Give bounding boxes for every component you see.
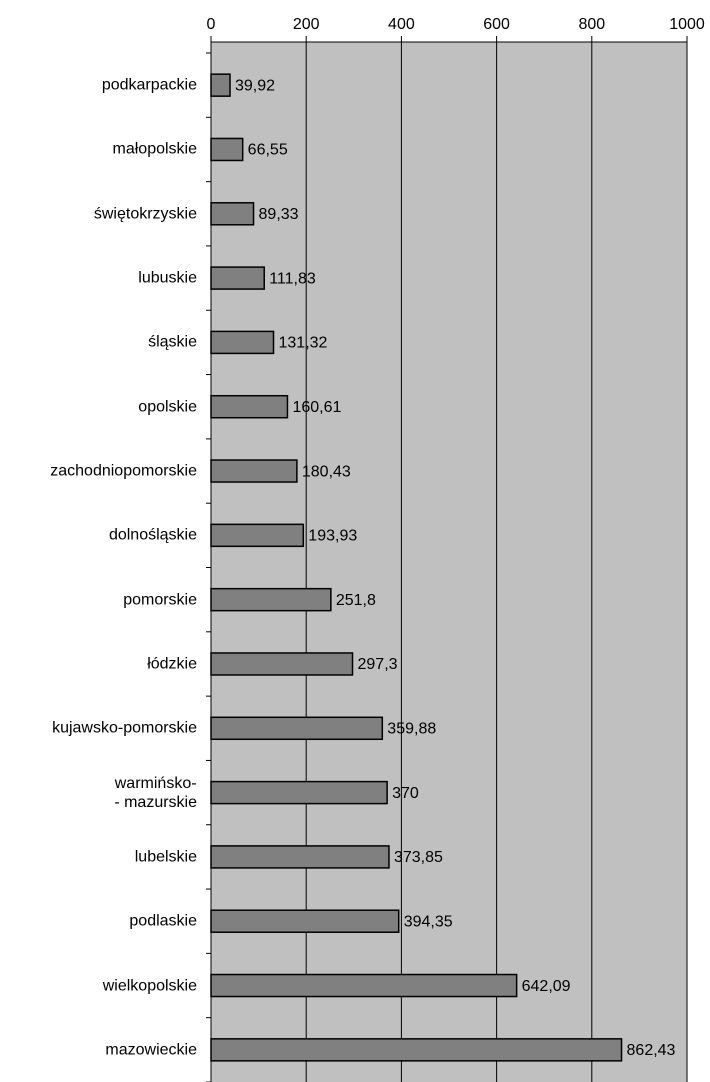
bar <box>210 459 298 483</box>
x-tick-label: 0 <box>207 16 216 33</box>
plot-background <box>211 42 687 1082</box>
value-label: 251,8 <box>336 592 376 609</box>
y-tick-label: kujawsko-pomorskie <box>52 719 197 737</box>
value-label: 39,92 <box>235 77 275 94</box>
value-label: 359,88 <box>387 721 436 738</box>
y-tick-label: podkarpackie <box>101 76 197 94</box>
y-tick-label: wielkopolskie <box>102 977 197 995</box>
value-label: 642,09 <box>522 978 571 995</box>
value-label: 180,43 <box>302 463 351 480</box>
x-tick-label: 600 <box>483 16 510 33</box>
value-label: 373,85 <box>394 849 443 866</box>
y-tick-label: łódzkie <box>147 655 197 673</box>
y-tick-label: warmińsko- - mazurskie <box>114 774 197 811</box>
bar <box>210 202 255 226</box>
value-label: 370 <box>392 785 419 802</box>
bar <box>210 137 244 162</box>
y-tick-label: lubuskie <box>138 269 197 287</box>
bar <box>210 845 390 869</box>
value-label: 89,33 <box>259 206 299 223</box>
value-label: 111,83 <box>269 270 316 287</box>
bar <box>210 523 305 548</box>
x-tick-label: 200 <box>293 16 320 33</box>
y-tick-label: mazowieckie <box>105 1041 197 1059</box>
y-tick-label: świętokrzyskie <box>93 205 197 223</box>
y-tick-label: opolskie <box>138 398 197 416</box>
y-tick-label: małopolskie <box>112 140 197 158</box>
x-tick-label: 800 <box>578 16 605 33</box>
x-tick-label: 1000 <box>669 16 705 33</box>
bar <box>210 652 354 676</box>
value-label: 297,3 <box>358 656 398 673</box>
value-label: 160,61 <box>292 399 341 416</box>
y-tick-label: zachodniopomorskie <box>50 462 197 480</box>
bar <box>210 587 332 612</box>
y-tick-label: śląskie <box>148 333 197 351</box>
bar <box>210 394 289 419</box>
bar <box>210 973 518 998</box>
y-tick-label: lubelskie <box>134 848 197 866</box>
y-tick-label: podlaskie <box>129 912 197 930</box>
bar <box>210 909 400 933</box>
value-label: 66,55 <box>248 142 288 159</box>
value-label: 193,93 <box>308 528 357 545</box>
value-label: 394,35 <box>404 913 453 930</box>
y-tick-label: pomorskie <box>123 591 197 609</box>
bar <box>210 73 231 97</box>
x-tick-label: 400 <box>388 16 415 33</box>
value-label: 131,32 <box>279 335 328 352</box>
bar <box>210 330 275 355</box>
y-tick-label: dolnośląskie <box>108 526 197 544</box>
value-label: 862,43 <box>627 1042 676 1059</box>
bar <box>210 266 265 290</box>
bar <box>210 780 388 805</box>
bar <box>210 716 384 741</box>
bar <box>210 1038 623 1062</box>
